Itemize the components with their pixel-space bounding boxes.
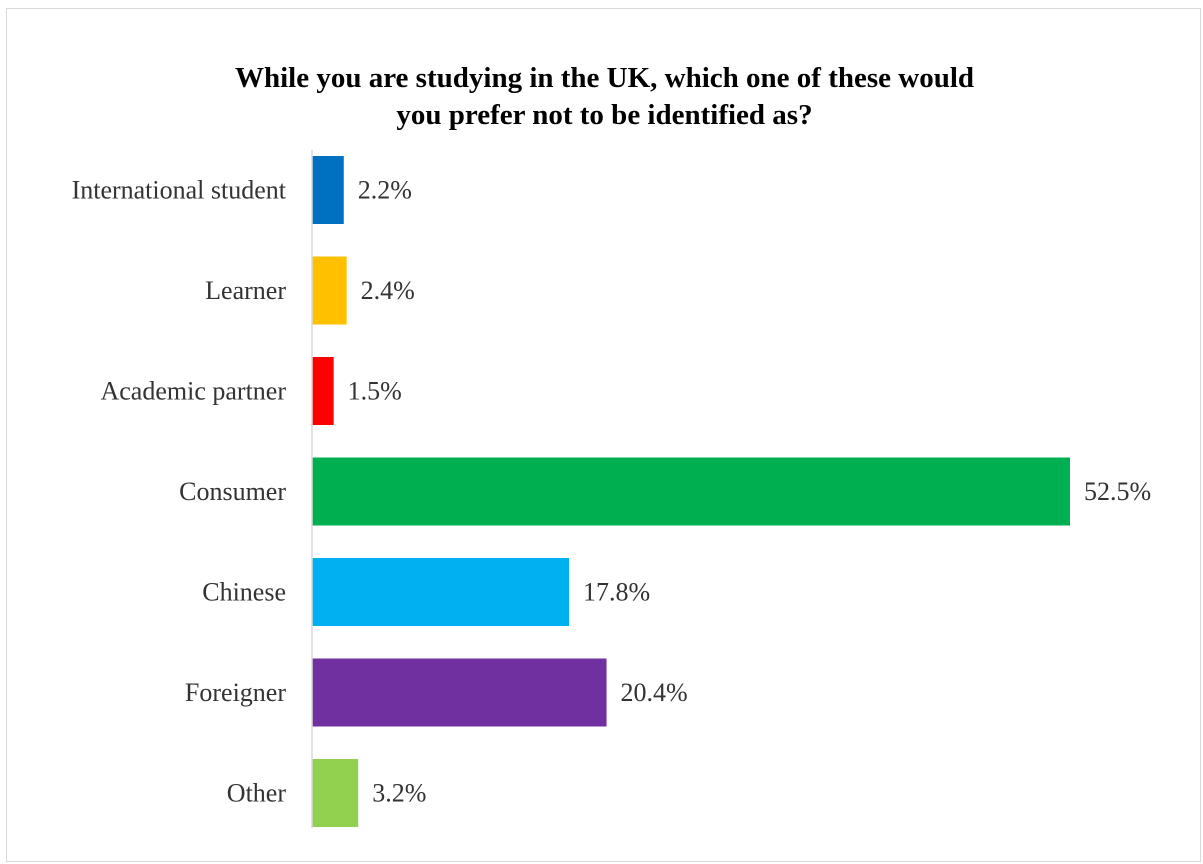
labels-layer: International student 2.2% Learner 2.4% Acad… [72, 176, 1152, 808]
bar-3 [312, 457, 1070, 526]
category-label-1: Learner [205, 276, 286, 305]
category-label-2: Academic partner [100, 377, 286, 406]
chart-title-text: While you are studying in the UK, which … [234, 62, 975, 131]
bar-1 [312, 256, 347, 325]
bar-0 [312, 156, 344, 224]
bar-6 [312, 759, 359, 827]
category-label-3: Consumer [179, 477, 286, 506]
category-label-6: Other [227, 779, 287, 808]
bar-5 [312, 658, 607, 727]
category-label-5: Foreigner [185, 678, 286, 707]
bars-layer [312, 156, 1070, 827]
category-label-4: Chinese [202, 578, 286, 607]
value-label-2: 1.5% [348, 377, 402, 406]
category-label-0: International student [72, 176, 287, 205]
bar-4 [312, 558, 569, 626]
value-label-0: 2.2% [358, 176, 412, 205]
bar-2 [312, 357, 334, 425]
value-label-3: 52.5% [1084, 477, 1151, 506]
value-label-6: 3.2% [372, 779, 426, 808]
value-label-5: 20.4% [621, 678, 688, 707]
chart-title: While you are studying in the UK, which … [0, 60, 1203, 134]
value-label-1: 2.4% [361, 276, 415, 305]
value-label-4: 17.8% [583, 578, 650, 607]
